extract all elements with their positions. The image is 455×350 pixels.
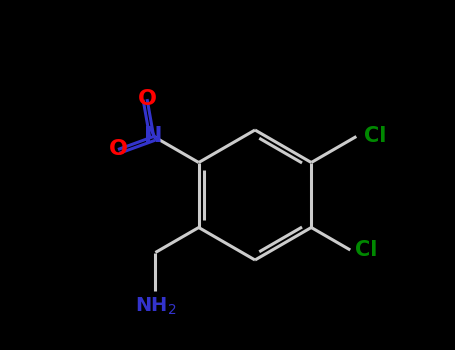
Text: Cl: Cl [364,126,387,147]
Text: NH$_2$: NH$_2$ [135,295,176,317]
Text: Cl: Cl [355,240,378,260]
Text: O: O [137,89,157,109]
Text: O: O [108,140,127,160]
Text: N: N [144,126,163,147]
